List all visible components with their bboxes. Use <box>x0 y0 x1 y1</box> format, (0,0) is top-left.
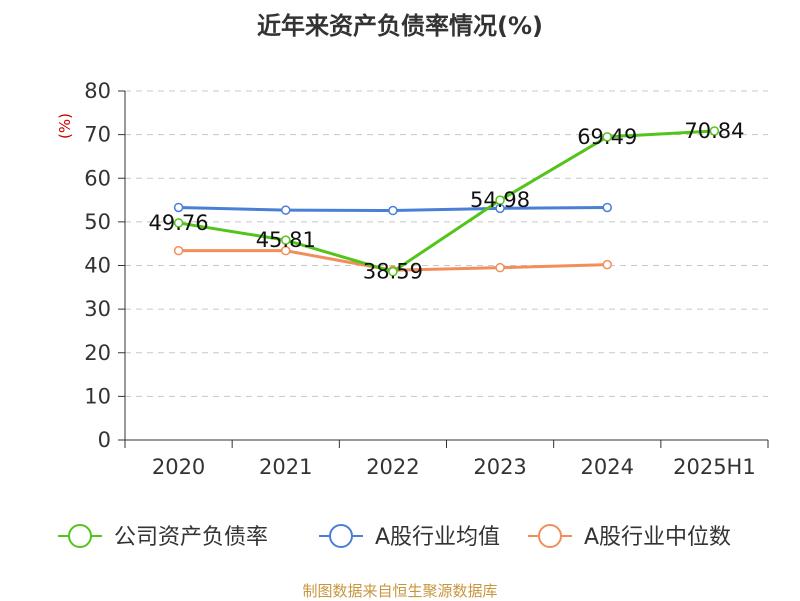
y-tick-label: 30 <box>84 297 111 321</box>
x-tick-label: 2020 <box>152 455 205 479</box>
data-point <box>281 205 291 215</box>
x-tick-label: 2024 <box>581 455 634 479</box>
data-labels: 49.76 45.81 38.59 54.98 69.49 70.84 <box>149 119 745 284</box>
data-point <box>173 245 184 256</box>
y-tick-label: 50 <box>84 210 111 234</box>
data-point <box>602 132 612 142</box>
data-point <box>173 202 184 213</box>
data-label: 70.84 <box>684 119 744 143</box>
legend-marker-icon <box>538 524 562 548</box>
legend-marker-icon <box>329 524 353 548</box>
data-point <box>388 205 398 216</box>
chart-title: 近年来资产负债率情况(%) <box>257 12 543 40</box>
grid-lines <box>125 90 768 397</box>
x-tick-label: 2021 <box>259 455 312 479</box>
y-tick-label: 10 <box>84 384 111 408</box>
data-point <box>281 235 291 245</box>
series-line <box>178 129 715 274</box>
y-tick-label: 80 <box>84 79 111 103</box>
y-axis-label: (%) <box>56 113 74 139</box>
data-label: 45.81 <box>256 228 316 252</box>
x-tick-label: 2023 <box>473 455 526 479</box>
legend-label: 公司资产负债率 <box>114 525 268 550</box>
y-tick-label: 20 <box>84 341 111 365</box>
legend: 公司资产负债率 A股行业均值 A股行业中位数 <box>58 524 731 550</box>
data-label: 38.59 <box>363 260 423 284</box>
x-tick-label: 2022 <box>366 455 419 479</box>
data-point <box>388 266 398 277</box>
data-label: 54.98 <box>470 188 530 212</box>
data-point <box>495 262 505 273</box>
data-point <box>173 218 184 228</box>
y-tick-label: 0 <box>98 428 111 452</box>
data-point <box>602 259 612 270</box>
legend-label: A股行业均值 <box>375 525 500 550</box>
axes: 0 10 20 30 40 50 60 70 80 (%) 2020 2021 2022 2023 2024… <box>56 79 769 479</box>
y-tick-label: 70 <box>84 123 111 147</box>
data-point <box>602 202 612 213</box>
series-lines <box>173 126 720 277</box>
data-point <box>709 126 720 136</box>
y-tick-label: 60 <box>84 166 111 190</box>
data-point <box>281 245 291 256</box>
data-point <box>495 195 505 205</box>
source-note: 制图数据来自恒生聚源数据库 <box>302 582 498 600</box>
legend-marker-icon <box>68 524 92 548</box>
data-label: 49.76 <box>149 211 209 235</box>
legend-label: A股行业中位数 <box>584 525 731 550</box>
x-tick-label: 2025H1 <box>673 455 756 479</box>
data-label: 69.49 <box>577 125 637 149</box>
y-tick-label: 40 <box>84 254 111 278</box>
